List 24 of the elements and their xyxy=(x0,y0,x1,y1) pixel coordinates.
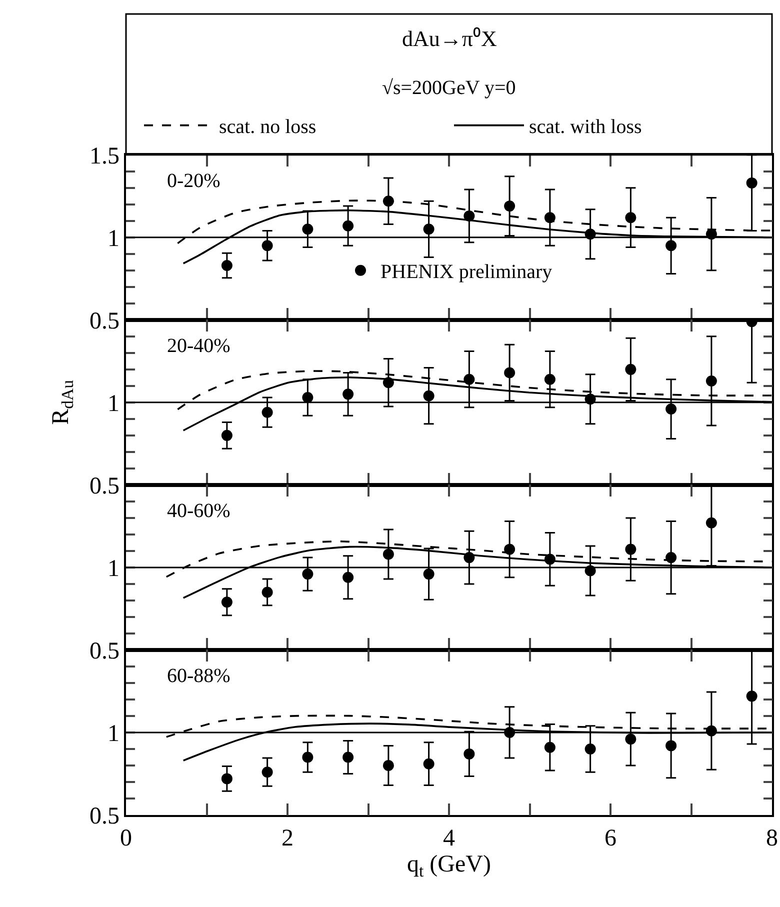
chart-subtitle: √s=200GeV y=0 xyxy=(382,77,516,99)
annotation: 0-20% xyxy=(167,170,220,192)
x-tick-label: 8 xyxy=(766,826,778,852)
y-tick-label: 0.5 xyxy=(89,638,120,664)
x-tick-label: 2 xyxy=(282,826,294,852)
annotation: 20-40% xyxy=(167,335,230,357)
y-tick-label: 1 xyxy=(107,556,120,582)
legend-label: scat. no loss xyxy=(219,116,316,138)
x-axis-title: q$_{t}$ (GeV) xyxy=(407,852,491,881)
legend-label: scat. with loss xyxy=(529,116,642,138)
chart-title: dAu→π⁰X xyxy=(402,26,497,51)
y-tick-label: 1.5 xyxy=(89,143,120,170)
x-tick-label: 6 xyxy=(604,826,616,852)
y-tick-label: 1 xyxy=(107,226,120,252)
y-tick-label: 1 xyxy=(107,390,120,417)
y-tick-label: 1 xyxy=(107,720,120,747)
annotation: 60-88% xyxy=(167,665,230,687)
y-tick-label: 0.5 xyxy=(89,473,120,500)
x-tick-label: 4 xyxy=(443,826,455,852)
legend-label: PHENIX preliminary xyxy=(380,261,552,284)
annotation: 40-60% xyxy=(167,500,230,522)
y-tick-label: 0.5 xyxy=(89,308,120,334)
x-tick-label: 0 xyxy=(120,826,132,852)
y-tick-label: 0.5 xyxy=(89,803,120,830)
